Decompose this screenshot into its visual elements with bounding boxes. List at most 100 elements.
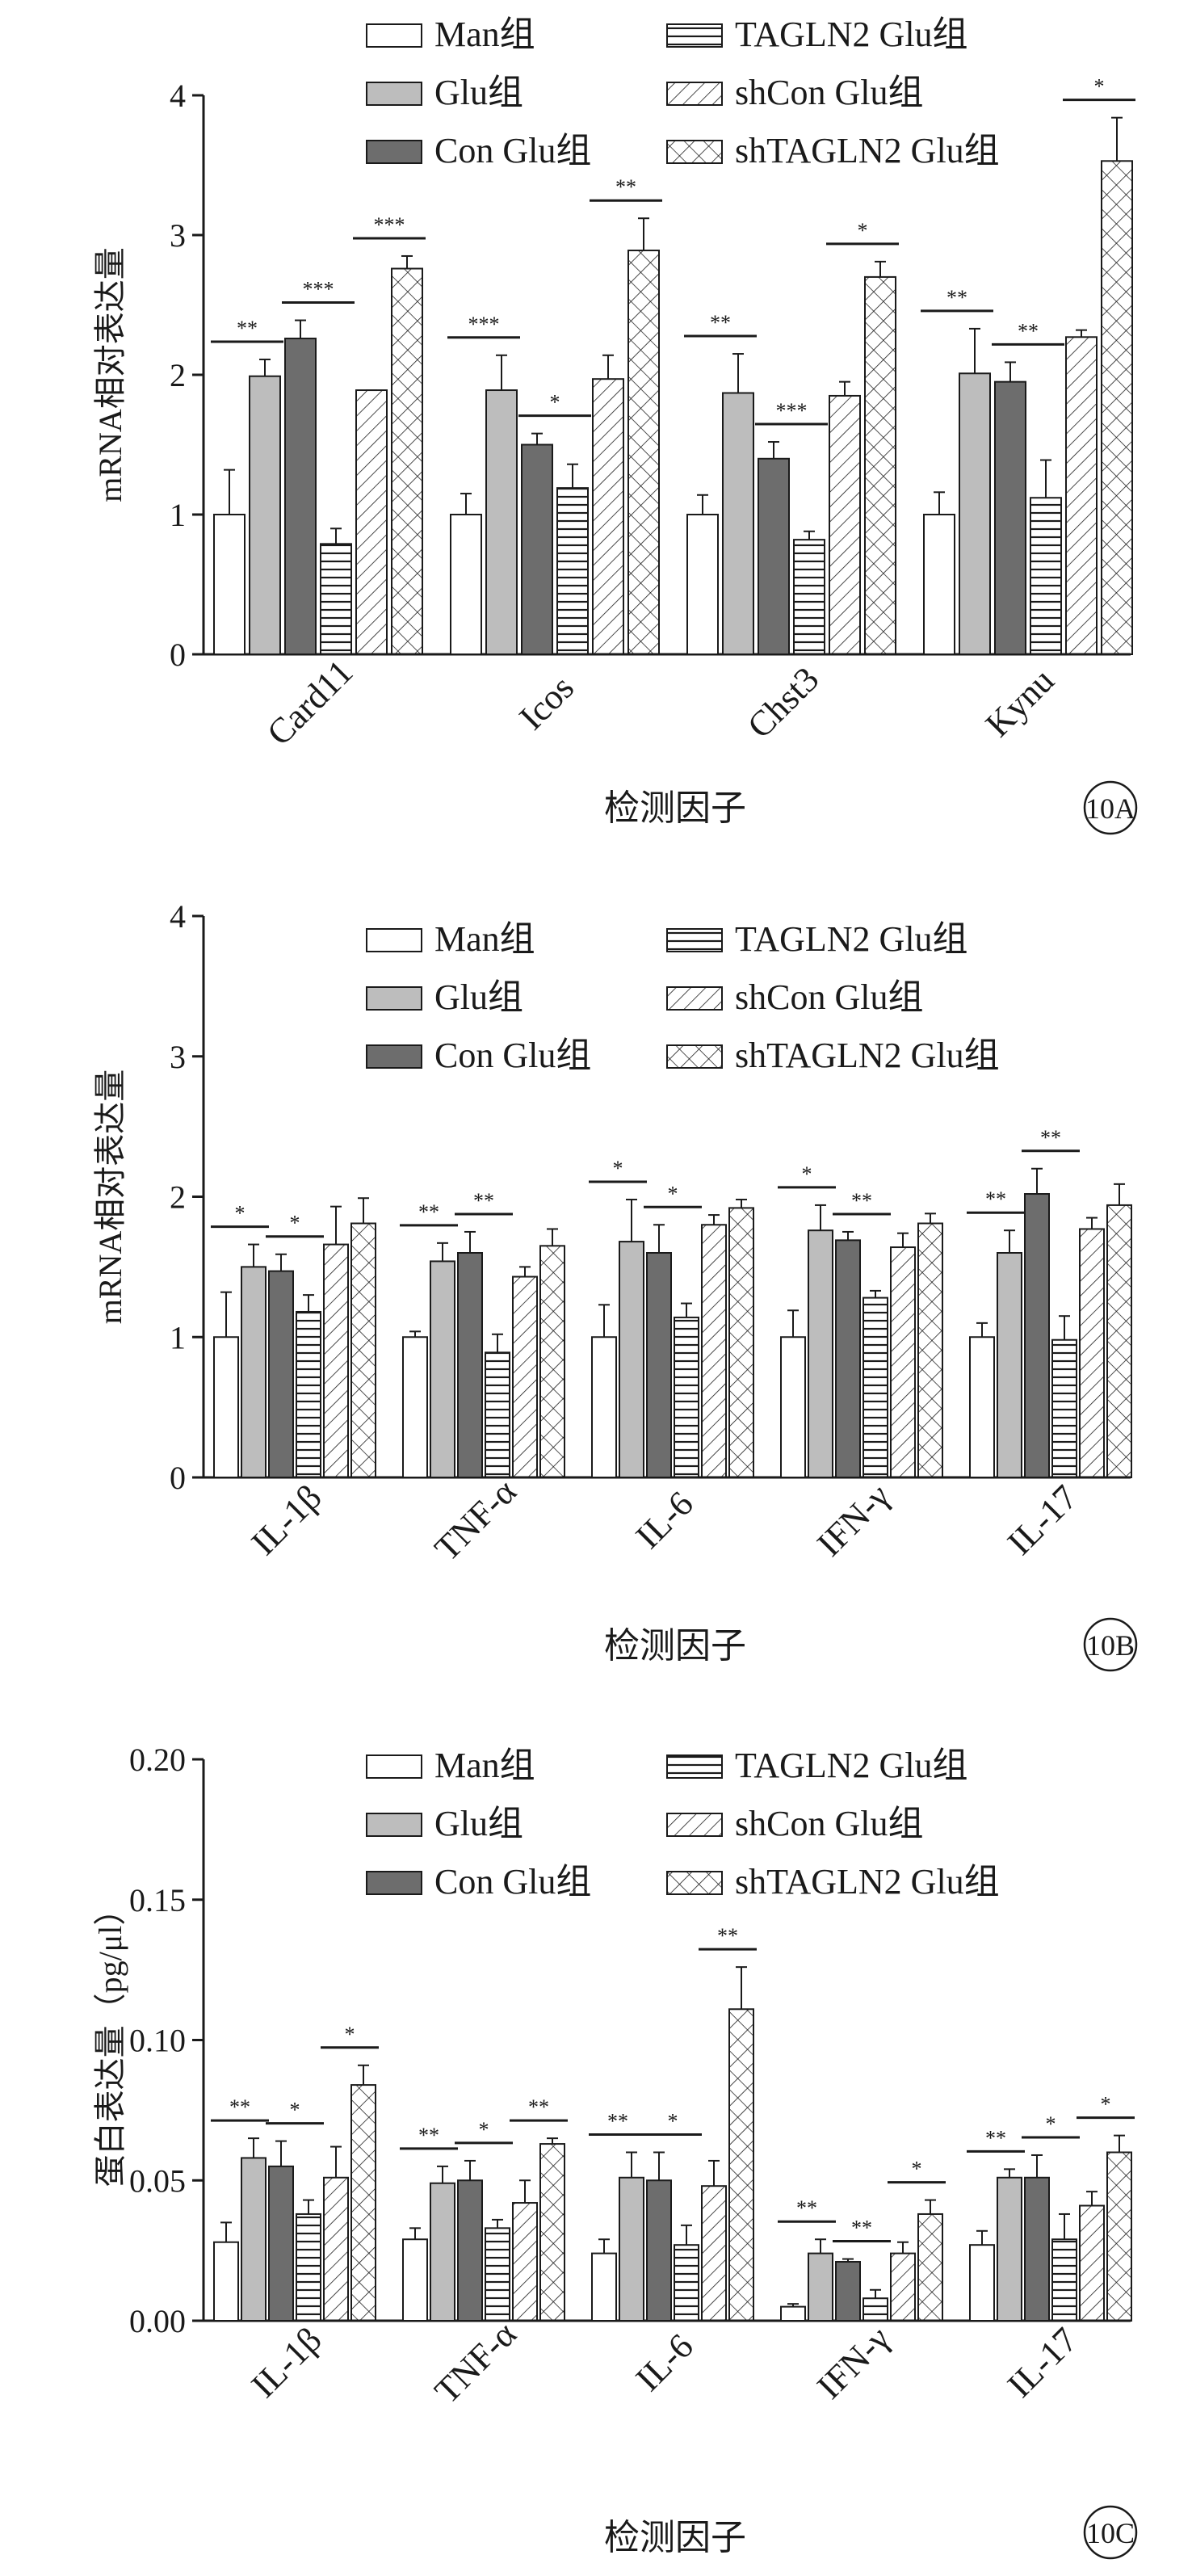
- y-tick-label: 3: [170, 217, 186, 254]
- bar: [241, 2157, 267, 2322]
- bar: [430, 1260, 455, 1479]
- bar: [457, 2179, 483, 2322]
- x-axis-label: 检测因子: [604, 788, 746, 828]
- legend-label: shTAGLN2 Glu组: [735, 1036, 1000, 1075]
- category-group: Card11********: [211, 213, 426, 753]
- legend-swatch: [366, 928, 422, 952]
- bar: [646, 1252, 672, 1478]
- x-tick-label: IFN-γ: [809, 1476, 897, 1564]
- y-tick-label: 0.00: [129, 2303, 186, 2339]
- significance-label: **: [796, 2196, 817, 2220]
- bar: [296, 1310, 321, 1478]
- category-group: Kynu*****: [921, 75, 1135, 745]
- significance-label: **: [985, 1187, 1006, 1211]
- significance-label: **: [615, 175, 636, 199]
- significance-label: **: [851, 1189, 872, 1212]
- significance-label: **: [1018, 319, 1039, 342]
- bar: [863, 1296, 888, 1478]
- bar: [701, 2185, 727, 2322]
- bar: [997, 2176, 1022, 2322]
- legend-label: Con Glu组: [434, 1036, 591, 1075]
- bar: [556, 487, 589, 655]
- bar: [1079, 2204, 1105, 2322]
- legend-label: Glu组: [434, 1804, 523, 1843]
- legend-label: shTAGLN2 Glu组: [735, 1862, 1000, 1902]
- bar: [619, 2176, 644, 2322]
- bar: [213, 2241, 239, 2322]
- significance-label: ***: [468, 313, 500, 336]
- significance-label: **: [418, 2124, 439, 2147]
- panel-label: 10B: [1086, 1629, 1135, 1662]
- bar: [350, 1222, 376, 1478]
- significance-label: *: [1094, 75, 1105, 99]
- bar: [268, 2165, 294, 2322]
- bar: [917, 2213, 943, 2322]
- legend-swatch: [366, 1754, 422, 1779]
- bar: [674, 1316, 699, 1479]
- legend-swatch: [666, 928, 723, 952]
- y-tick-label: 0: [170, 1460, 186, 1496]
- legend-label: TAGLN2 Glu组: [735, 919, 968, 959]
- bar: [296, 2213, 321, 2322]
- x-tick-label: Icos: [512, 668, 581, 738]
- significance-label: **: [946, 286, 967, 309]
- panel-label: 10C: [1086, 2517, 1135, 2549]
- legend-label: Con Glu组: [434, 1862, 591, 1902]
- category-group: IL-1β * *: [211, 1197, 376, 1563]
- bar: [402, 2238, 428, 2322]
- y-tick-label: 0.05: [129, 2162, 186, 2199]
- bar: [997, 1252, 1022, 1478]
- x-tick-label: Chst3: [740, 659, 826, 746]
- significance-label: *: [1101, 2093, 1111, 2116]
- significance-label: *: [479, 2118, 489, 2141]
- significance-label: **: [851, 2217, 872, 2240]
- legend-swatch: [366, 1871, 422, 1895]
- bar: [591, 1336, 617, 1478]
- bar: [355, 389, 388, 655]
- y-tick-label: 4: [170, 78, 186, 114]
- y-axis-label: mRNA相对表达量: [92, 1069, 128, 1325]
- significance-label: ***: [374, 213, 405, 237]
- significance-label: **: [710, 311, 731, 334]
- significance-label: **: [473, 1189, 494, 1212]
- x-tick-label: TNF-α: [427, 2314, 524, 2411]
- bar: [350, 2084, 376, 2322]
- legend-swatch: [666, 1813, 723, 1837]
- panel-label-circle: [1083, 1617, 1138, 1672]
- bar: [391, 267, 423, 655]
- legend-swatch: [666, 1044, 723, 1069]
- chart-panel-10A: 01234mRNA相对表达量Card11********Icos******Ch…: [92, 15, 1138, 835]
- bar: [627, 250, 660, 655]
- significance-label: **: [607, 2110, 628, 2133]
- category-group: Icos******: [447, 175, 662, 738]
- y-tick-label: 3: [170, 1039, 186, 1075]
- bar: [1024, 2176, 1050, 2322]
- bar: [829, 394, 861, 655]
- bar: [1101, 160, 1133, 655]
- legend-swatch: [666, 1871, 723, 1895]
- bar: [485, 389, 518, 655]
- bar: [323, 1243, 349, 1478]
- legend-swatch: [366, 82, 422, 106]
- bar: [863, 2297, 888, 2322]
- bar: [808, 2252, 833, 2322]
- category-group: Chst3******: [684, 219, 899, 746]
- legend-swatch: [366, 986, 422, 1011]
- x-tick-label: IFN-γ: [809, 2318, 897, 2406]
- bar: [728, 2008, 754, 2322]
- x-tick-label: IL-17: [1000, 1477, 1085, 1562]
- category-group: IL-6 * *: [589, 1157, 754, 1557]
- significance-label: *: [668, 1182, 678, 1205]
- y-tick-label: 0.10: [129, 2023, 186, 2059]
- bar: [1106, 2151, 1132, 2322]
- legend-label: TAGLN2 Glu组: [735, 1746, 968, 1785]
- x-tick-label: IL-6: [628, 2326, 701, 2399]
- bar: [1030, 497, 1062, 655]
- legend: Man组 Glu组 Con Glu组 TAGLN2 Glu组 shCon Glu组 shT…: [366, 1746, 1000, 1902]
- legend-label: shCon Glu组: [735, 1804, 923, 1843]
- category-group: IFN-γ***: [778, 1162, 943, 1564]
- significance-label: *: [1046, 2112, 1056, 2136]
- bar: [646, 2179, 672, 2322]
